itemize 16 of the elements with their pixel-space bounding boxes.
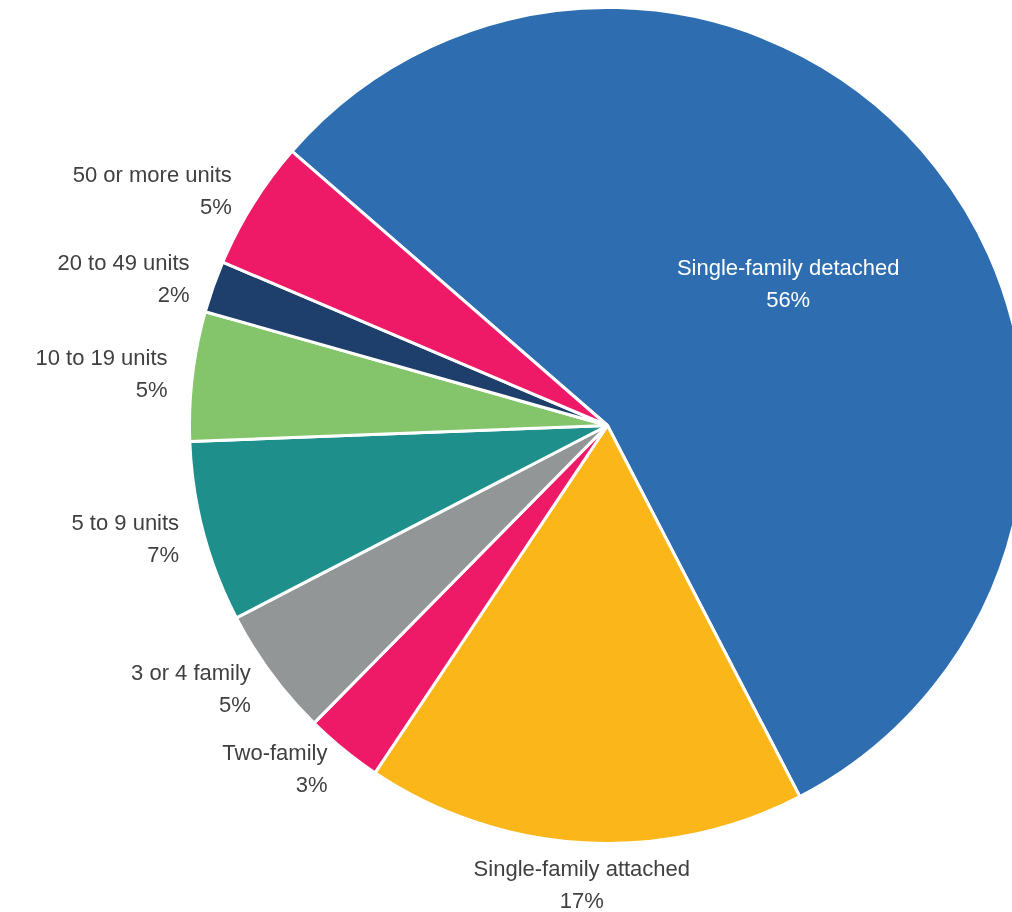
- slice-label: Single-family attached: [473, 856, 691, 882]
- slice-label: 3 or 4 family: [131, 659, 251, 685]
- data-label: 17%: [559, 888, 604, 912]
- data-label: 5%: [199, 194, 232, 220]
- slice-label: 20 to 49 units: [57, 249, 190, 275]
- slice-label: 50 or more units: [72, 162, 232, 188]
- slice-label: 10 to 19 units: [35, 344, 168, 370]
- data-label: 2%: [157, 281, 190, 307]
- data-label: 5%: [219, 691, 251, 717]
- data-label: 56%: [766, 286, 811, 312]
- slice-label: Single-family detached: [676, 254, 900, 280]
- slice-label: Two-family: [222, 740, 328, 766]
- data-label: 7%: [147, 542, 180, 568]
- data-label: 5%: [135, 376, 168, 402]
- data-label: 3%: [295, 772, 328, 798]
- slice-label: 5 to 9 units: [71, 510, 180, 536]
